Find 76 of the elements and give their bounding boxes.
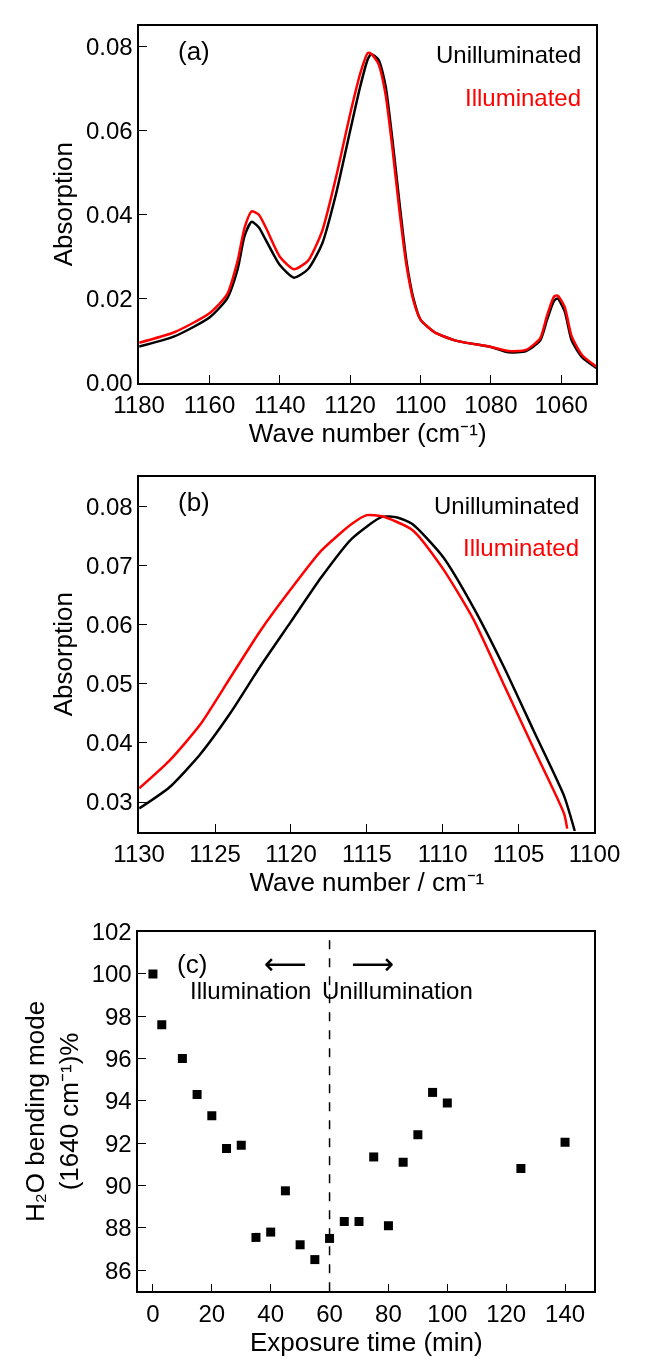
point — [157, 1020, 167, 1030]
text: Unilluminated — [436, 41, 582, 68]
x-axis-title: Wave number / cm⁻¹ — [249, 867, 485, 898]
y-tick-label: 0.03 — [85, 788, 133, 816]
y-tick-label: 0.06 — [85, 610, 133, 638]
series-label: Unilluminated — [434, 492, 580, 519]
x-tick-label: 1125 — [189, 840, 241, 868]
point — [177, 1054, 187, 1064]
point — [310, 1255, 320, 1265]
point — [192, 1090, 202, 1100]
x-tick-label: 1160 — [183, 391, 236, 419]
x-tick-label: 80 — [375, 1299, 402, 1327]
y-axis-title: Absorption — [47, 142, 78, 267]
point — [236, 1140, 246, 1150]
series-label: Illuminated — [463, 534, 580, 561]
point — [295, 1240, 305, 1250]
x-tick-label: 1130 — [113, 840, 165, 868]
point — [325, 1233, 335, 1243]
x-tick-label: 60 — [316, 1299, 343, 1327]
y-tick-label: 0.02 — [85, 285, 133, 313]
y-tick-label: 98 — [104, 1002, 132, 1030]
y-tick-label: 86 — [104, 1256, 132, 1284]
point — [413, 1130, 423, 1140]
y-tick-label: 92 — [104, 1129, 132, 1157]
x-tick-label: 1140 — [254, 391, 306, 419]
x-axis-title: Exposure time (min) — [250, 1326, 483, 1357]
y-tick-label: 102 — [91, 917, 132, 945]
x-tick-label: 20 — [198, 1299, 226, 1327]
text: Illuminated — [465, 84, 582, 111]
x-tick-label: 0 — [146, 1299, 160, 1327]
y-tick-label: 0.07 — [85, 551, 133, 579]
x-tick-label: 1115 — [341, 840, 392, 868]
y-tick-label: 0.04 — [85, 201, 133, 229]
y-tick-label: 96 — [104, 1044, 132, 1072]
point — [148, 969, 158, 979]
y-tick-label: 0.05 — [85, 670, 133, 698]
point — [251, 1232, 261, 1242]
point — [428, 1087, 438, 1097]
point — [398, 1157, 408, 1167]
y-axis-title: H₂O bending mode (1640 cm⁻¹)% — [19, 1000, 84, 1223]
annotation: (b) — [178, 487, 210, 517]
point — [369, 1152, 379, 1162]
y-tick-label: 100 — [91, 960, 132, 988]
point — [354, 1217, 364, 1226]
point — [442, 1098, 452, 1108]
x-tick-label: 120 — [486, 1299, 527, 1327]
point — [516, 1164, 526, 1174]
x-tick-label: 1100 — [394, 391, 447, 419]
x-tick-label: 1105 — [492, 840, 545, 868]
y-tick-label: 90 — [104, 1171, 132, 1199]
y-tick-label: 94 — [104, 1087, 132, 1115]
annotation: (a) — [178, 36, 210, 66]
x-tick-label: 1060 — [534, 391, 588, 419]
x-tick-label: 1100 — [568, 840, 621, 868]
point — [207, 1111, 217, 1121]
annotation: (c) — [177, 949, 208, 979]
y-tick-label: 0.04 — [85, 729, 133, 757]
y-tick-label: 88 — [104, 1214, 132, 1242]
y-tick-label: 0.08 — [85, 492, 133, 520]
point — [280, 1186, 290, 1196]
point — [339, 1217, 349, 1226]
x-tick-label: 40 — [257, 1299, 285, 1327]
x-tick-label: 140 — [545, 1299, 586, 1327]
x-tick-label: 1080 — [464, 391, 518, 419]
point — [560, 1137, 570, 1147]
point — [222, 1143, 232, 1153]
point — [383, 1221, 393, 1231]
point — [266, 1227, 276, 1237]
x-tick-label: 100 — [427, 1299, 468, 1327]
y-tick-label: 0.08 — [85, 33, 133, 61]
y-axis-title: Absorption — [47, 591, 78, 717]
x-tick-label: 1110 — [417, 840, 468, 868]
y-tick-label: 0.06 — [85, 117, 133, 145]
x-tick-label: 1120 — [324, 391, 376, 419]
x-tick-label: 1120 — [265, 840, 317, 868]
x-axis-title: Wave number (cm⁻¹) — [248, 418, 487, 449]
